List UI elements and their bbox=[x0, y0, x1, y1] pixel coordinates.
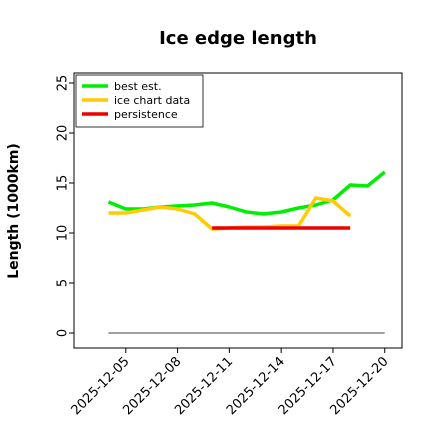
legend-label: persistence bbox=[114, 108, 178, 121]
y-tick-label: 20 bbox=[56, 125, 71, 142]
y-axis-label: Length (1000km) bbox=[6, 143, 22, 279]
legend-label: ice chart data bbox=[114, 94, 190, 107]
y-tick-label: 0 bbox=[56, 329, 71, 337]
y-tick-label: 10 bbox=[56, 225, 71, 242]
y-tick-label: 5 bbox=[56, 279, 71, 287]
series-line-ice-chart-data bbox=[108, 196, 352, 231]
plot-frame bbox=[73, 72, 403, 349]
legend-label: best est. bbox=[114, 80, 162, 93]
y-tick-label: 25 bbox=[56, 75, 71, 92]
chart-title: Ice edge length bbox=[159, 28, 317, 49]
series-lines bbox=[107, 170, 386, 334]
y-tick-label: 15 bbox=[56, 175, 71, 192]
